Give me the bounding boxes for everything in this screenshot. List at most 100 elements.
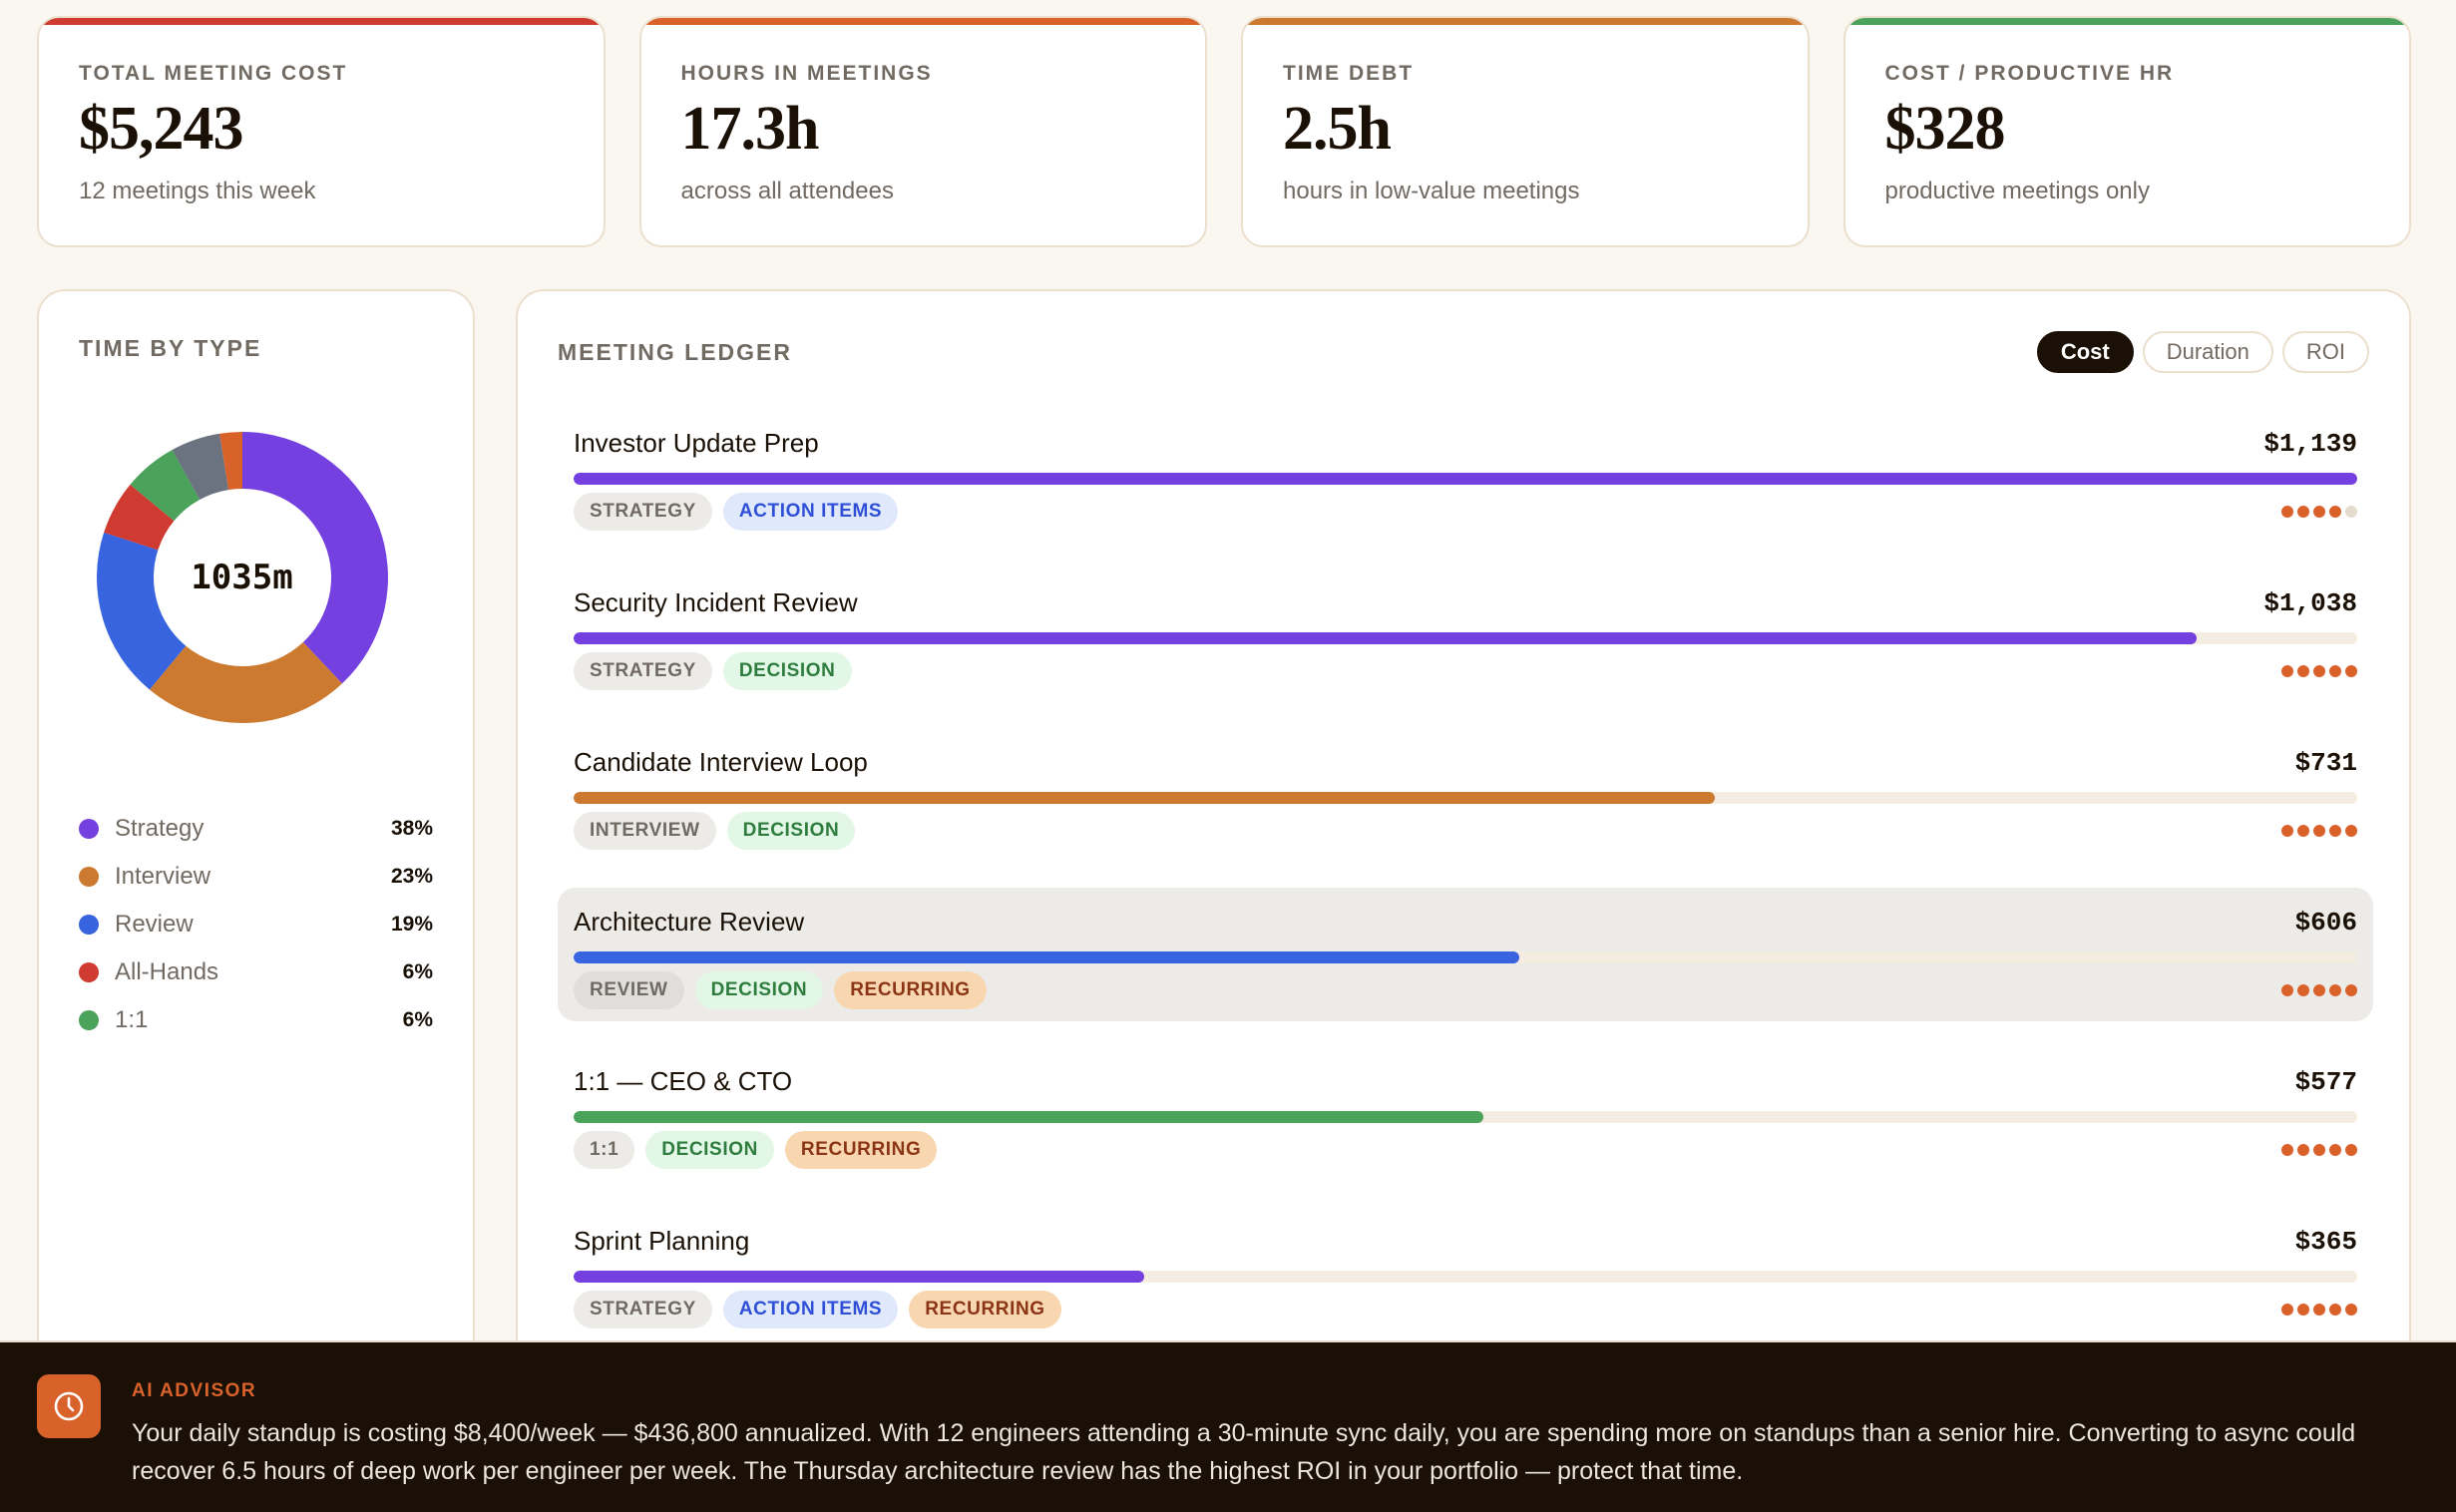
tag-decision: Decision — [722, 652, 852, 690]
legend-label: Strategy — [115, 815, 205, 842]
rating-dot-icon — [2345, 506, 2357, 518]
legend-dot-icon — [79, 915, 99, 935]
legend-percent: 6% — [402, 960, 433, 983]
meeting-title: 1:1 — CEO & CTO — [574, 1066, 793, 1096]
meeting-title: Security Incident Review — [574, 587, 858, 617]
ledger-row[interactable]: Investor Update Prep $1,139 Strategy Acti… — [558, 409, 2373, 543]
legend-percent: 38% — [390, 817, 433, 840]
donut-slice — [241, 432, 388, 684]
donut-slice — [103, 484, 174, 551]
rating-dot-icon — [2297, 825, 2309, 837]
cost-bar-fill — [574, 473, 2357, 485]
legend-item-one-on-one: 1:1 6% — [79, 996, 433, 1044]
kpi-subtext: productive meetings only — [1884, 178, 2150, 204]
ledger-row[interactable]: Security Incident Review $1,038 Strategy… — [558, 568, 2373, 702]
panel-title: Meeting Ledger — [558, 339, 793, 365]
tag-type: Interview — [574, 812, 716, 850]
ledger-row-header: Architecture Review $606 — [574, 888, 2357, 938]
legend-percent: 23% — [390, 865, 433, 888]
tag-type: Strategy — [574, 493, 712, 531]
rating-dot-icon — [2313, 1304, 2325, 1316]
tag-type: 1:1 — [574, 1131, 635, 1169]
meeting-cost: $731 — [2294, 748, 2357, 778]
kpi-label: Cost / Productive HR — [1884, 62, 2175, 85]
ledger-row-footer: Review Decision Recurring — [574, 971, 2357, 1009]
donut-legend: Strategy 38% Interview 23% Review 19% Al… — [79, 805, 433, 1044]
sort-toggle-group: Cost Duration ROI — [2036, 331, 2369, 373]
roi-rating-dots — [2281, 1304, 2357, 1316]
meeting-title: Architecture Review — [574, 907, 805, 937]
kpi-value: 2.5h — [1283, 95, 1392, 163]
kpi-value: 17.3h — [680, 95, 820, 163]
rating-dot-icon — [2345, 1304, 2357, 1316]
rating-dot-icon — [2297, 1144, 2309, 1156]
ledger-row[interactable]: Architecture Review $606 Review Decision R… — [558, 888, 2373, 1021]
cost-bar-track — [574, 792, 2357, 804]
sort-by-duration-button[interactable]: Duration — [2142, 331, 2273, 373]
cost-bar-track — [574, 632, 2357, 644]
legend-label: Interview — [115, 863, 211, 890]
donut-slice — [130, 450, 200, 522]
kpi-accent-bar — [1243, 18, 1808, 25]
roi-rating-dots — [2281, 665, 2357, 677]
ledger-row-footer: 1:1 Decision Recurring — [574, 1131, 2357, 1169]
tag-recurring: Recurring — [909, 1291, 1061, 1328]
rating-dot-icon — [2329, 984, 2341, 996]
sort-by-cost-button[interactable]: Cost — [2036, 331, 2134, 373]
ledger-row-footer: Strategy Decision — [574, 652, 2357, 690]
ledger-row[interactable]: Candidate Interview Loop $731 Interview D… — [558, 728, 2373, 862]
legend-label: 1:1 — [115, 1006, 149, 1033]
ledger-row[interactable]: Sprint Planning $365 Strategy Action Item… — [558, 1207, 2373, 1340]
kpi-row: Total Meeting Cost $5,243 12 meetings th… — [37, 16, 2411, 247]
advisor-message: Your daily standup is costing $8,400/wee… — [132, 1419, 2356, 1485]
rating-dot-icon — [2297, 506, 2309, 518]
meeting-cost: $606 — [2294, 908, 2357, 938]
legend-item-all-hands: All-Hands 6% — [79, 948, 433, 996]
rating-dot-icon — [2297, 984, 2309, 996]
cost-bar-fill — [574, 792, 1716, 804]
rating-dot-icon — [2313, 506, 2325, 518]
kpi-accent-bar — [640, 18, 1205, 25]
rating-dot-icon — [2281, 665, 2293, 677]
legend-label: Review — [115, 911, 194, 938]
sort-by-roi-button[interactable]: ROI — [2281, 331, 2369, 373]
rating-dot-icon — [2329, 1304, 2341, 1316]
kpi-subtext: 12 meetings this week — [79, 178, 316, 204]
roi-rating-dots — [2281, 825, 2357, 837]
tag-list: Review Decision Recurring — [574, 971, 987, 1009]
tag-decision: Decision — [645, 1131, 774, 1169]
kpi-label: Time Debt — [1283, 62, 1415, 85]
kpi-value: $328 — [1884, 95, 2006, 163]
rating-dot-icon — [2281, 984, 2293, 996]
legend-dot-icon — [79, 819, 99, 839]
donut-slice — [149, 641, 342, 723]
cost-bar-fill — [574, 951, 1519, 963]
roi-rating-dots — [2281, 506, 2357, 518]
rating-dot-icon — [2313, 825, 2325, 837]
meeting-cost: $365 — [2294, 1227, 2357, 1257]
kpi-accent-bar — [39, 18, 604, 25]
advisor-label: AI Advisor — [132, 1380, 257, 1401]
ledger-row[interactable]: 1:1 — CEO & CTO $577 1:1 Decision Recurrin… — [558, 1047, 2373, 1181]
meeting-cost: $1,139 — [2263, 429, 2357, 459]
meeting-title: Investor Update Prep — [574, 428, 819, 458]
ledger-row-header: 1:1 — CEO & CTO $577 — [574, 1047, 2357, 1097]
ledger-row-footer: Strategy Action Items — [574, 493, 2357, 531]
legend-percent: 19% — [390, 913, 433, 936]
legend-dot-icon — [79, 1010, 99, 1030]
ai-advisor-banner: AI Advisor Your daily standup is costing… — [0, 1340, 2456, 1512]
donut-slice — [172, 433, 228, 501]
kpi-value: $5,243 — [79, 95, 243, 163]
donut-center-total: 1035m — [191, 558, 293, 597]
ledger-row-header: Candidate Interview Loop $731 — [574, 728, 2357, 778]
tag-list: Interview Decision — [574, 812, 856, 850]
kpi-label: Hours in Meetings — [680, 62, 933, 85]
time-by-type-panel: Time by Type 1035m Strategy 38% Intervie… — [37, 289, 475, 1340]
cost-bar-track — [574, 1111, 2357, 1123]
kpi-card-cost-per-hour: Cost / Productive HR $328 productive mee… — [1842, 16, 2411, 247]
tag-list: Strategy Action Items Recurring — [574, 1291, 1061, 1328]
tag-type: Strategy — [574, 652, 712, 690]
legend-percent: 6% — [402, 1008, 433, 1031]
clock-icon — [37, 1374, 101, 1438]
kpi-accent-bar — [1844, 18, 2409, 25]
